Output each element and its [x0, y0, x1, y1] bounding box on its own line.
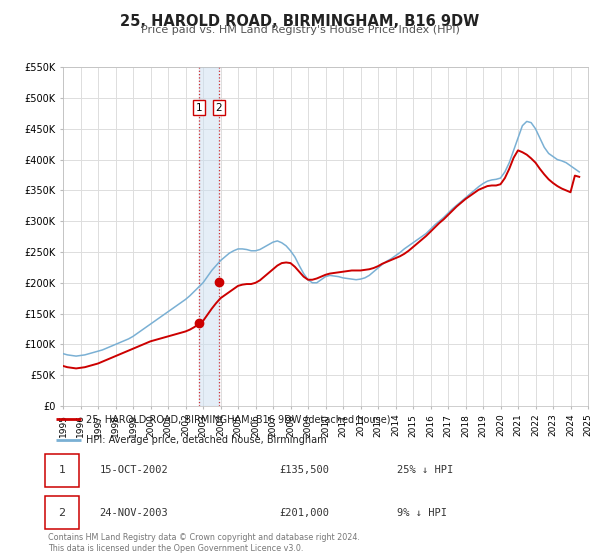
Text: 2: 2: [215, 103, 222, 113]
Text: 25% ↓ HPI: 25% ↓ HPI: [397, 465, 453, 475]
Text: 2: 2: [59, 507, 65, 517]
FancyBboxPatch shape: [46, 496, 79, 529]
Text: Price paid vs. HM Land Registry's House Price Index (HPI): Price paid vs. HM Land Registry's House …: [140, 25, 460, 35]
Text: 15-OCT-2002: 15-OCT-2002: [100, 465, 168, 475]
Text: 1: 1: [196, 103, 203, 113]
Bar: [199, 67, 219, 406]
Text: Contains HM Land Registry data © Crown copyright and database right 2024.
This d: Contains HM Land Registry data © Crown c…: [48, 533, 360, 553]
Text: £201,000: £201,000: [279, 507, 329, 517]
FancyBboxPatch shape: [46, 454, 79, 487]
Text: 25, HAROLD ROAD, BIRMINGHAM, B16 9DW (detached house): 25, HAROLD ROAD, BIRMINGHAM, B16 9DW (de…: [86, 414, 391, 424]
Text: 9% ↓ HPI: 9% ↓ HPI: [397, 507, 447, 517]
Text: 1: 1: [59, 465, 65, 475]
Text: HPI: Average price, detached house, Birmingham: HPI: Average price, detached house, Birm…: [86, 435, 327, 445]
Text: 25, HAROLD ROAD, BIRMINGHAM, B16 9DW: 25, HAROLD ROAD, BIRMINGHAM, B16 9DW: [121, 14, 479, 29]
Text: 24-NOV-2003: 24-NOV-2003: [100, 507, 168, 517]
Text: £135,500: £135,500: [279, 465, 329, 475]
